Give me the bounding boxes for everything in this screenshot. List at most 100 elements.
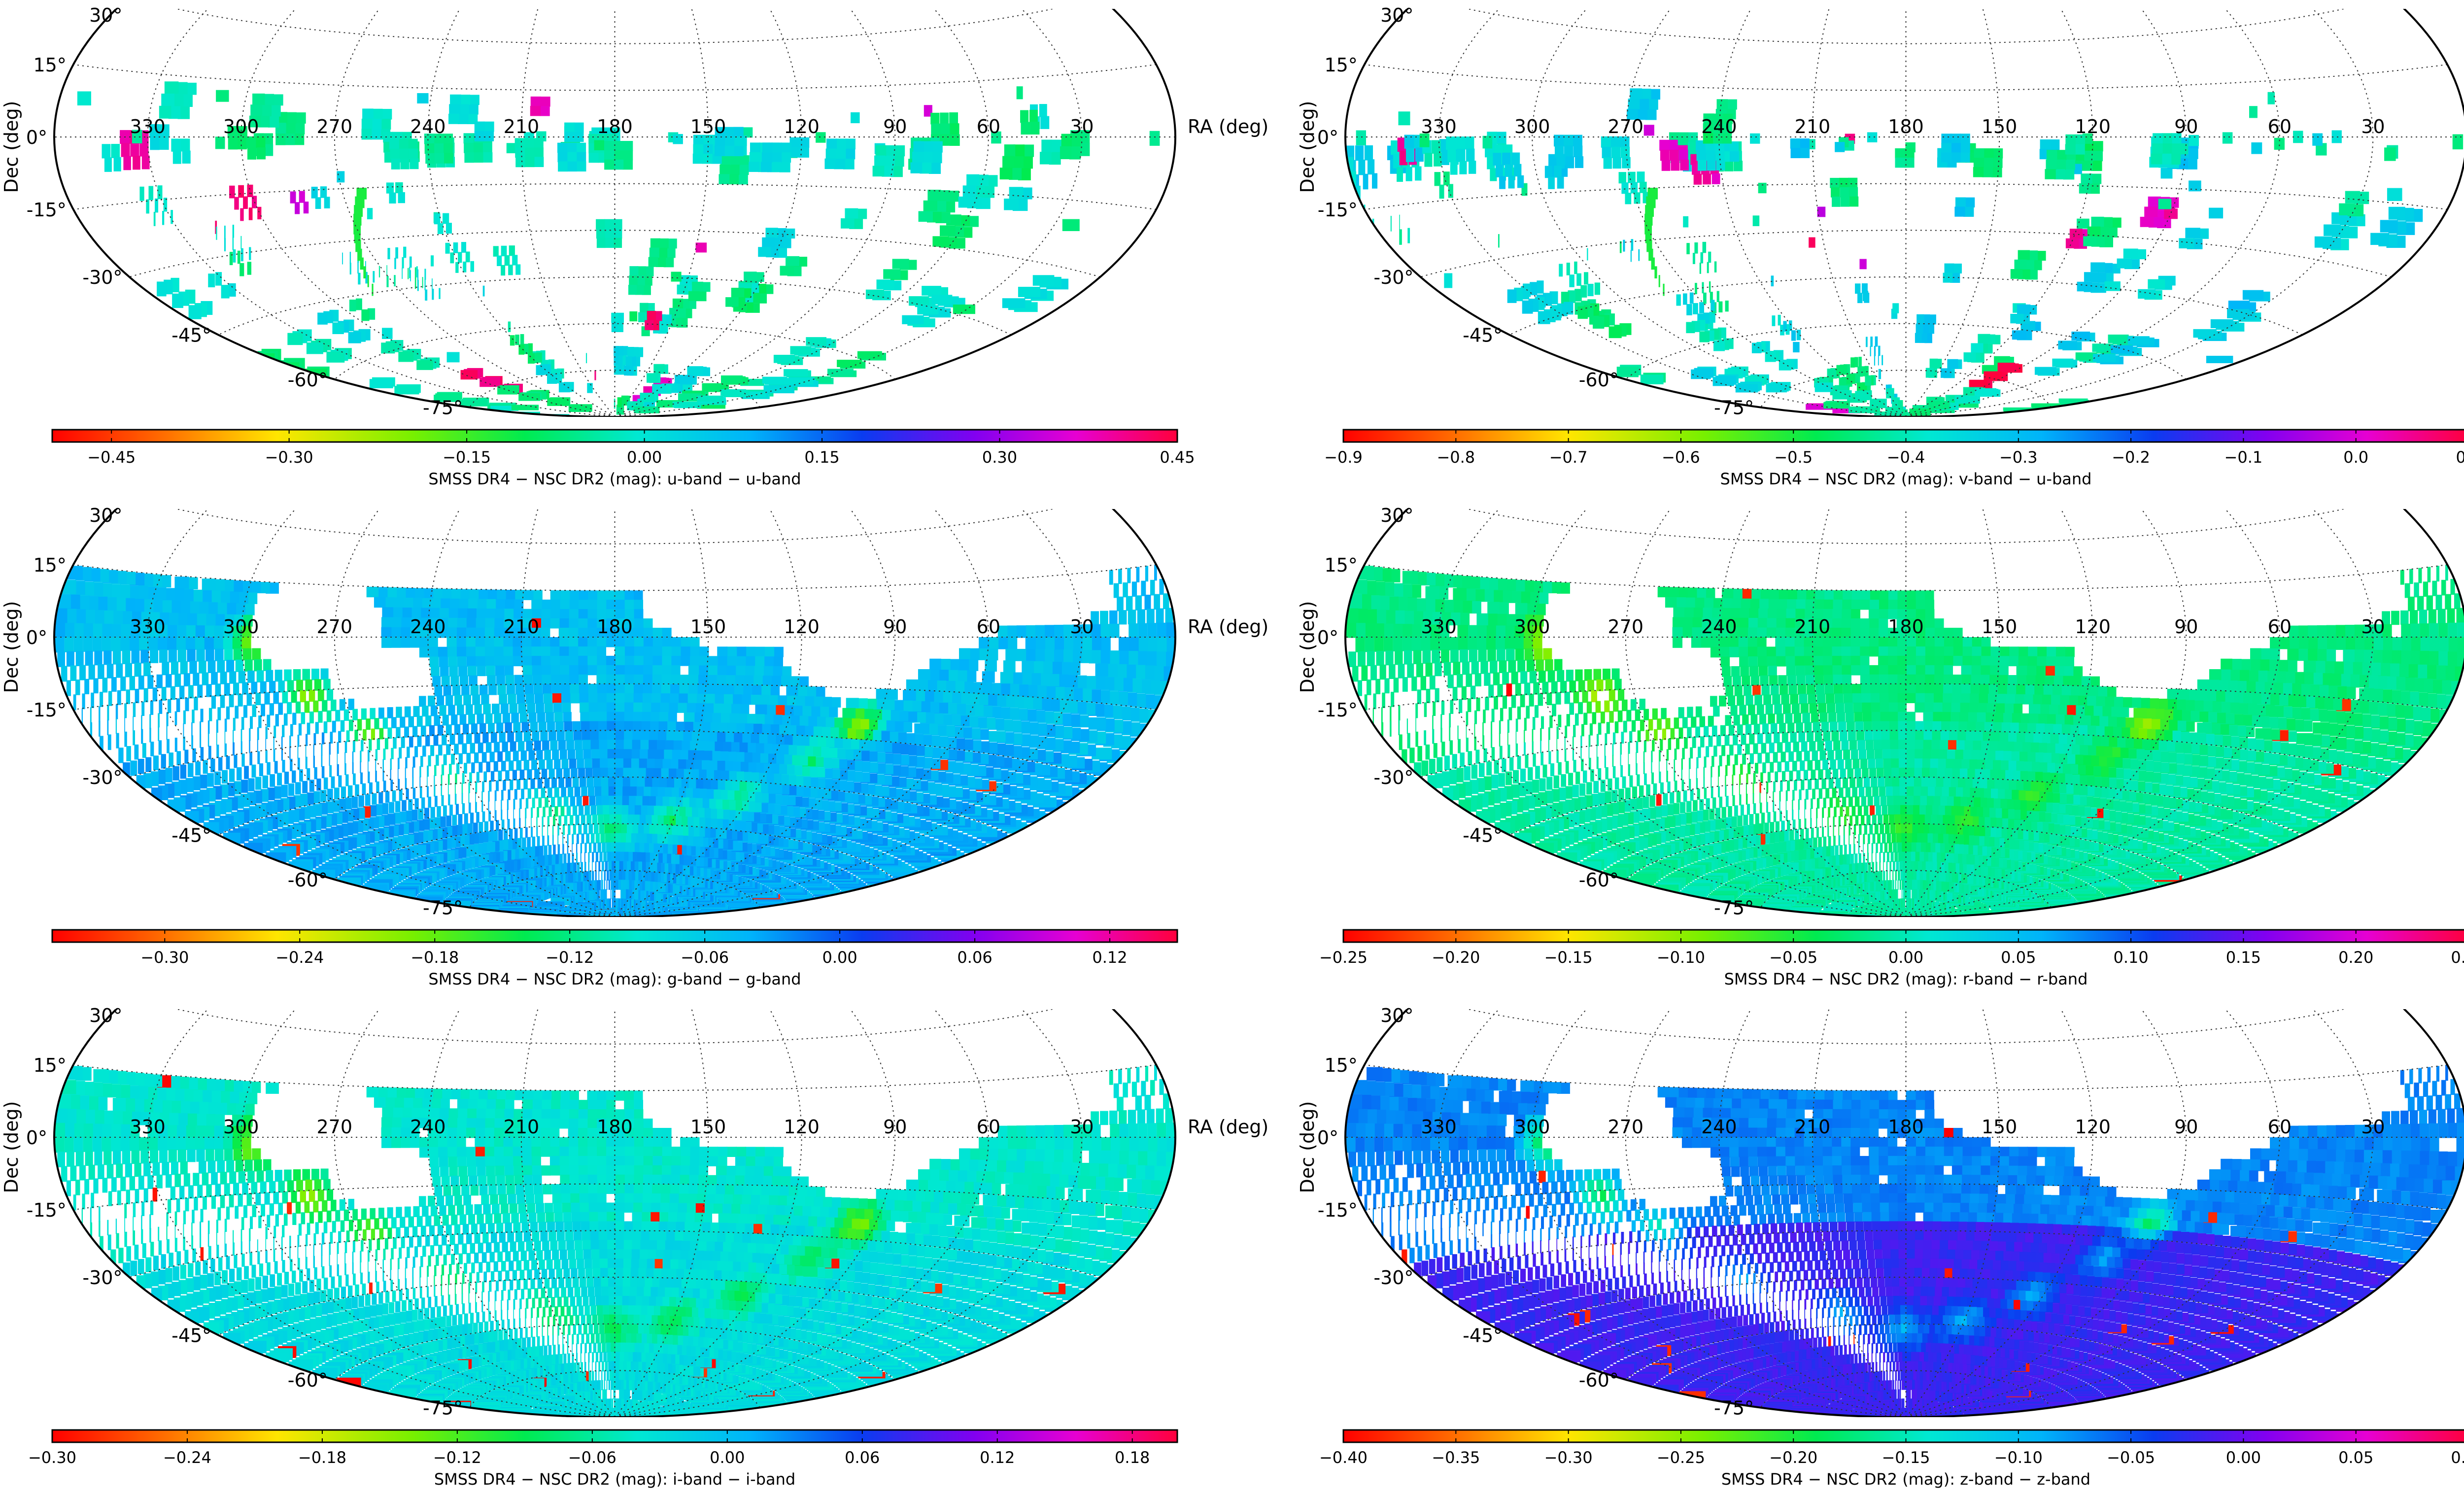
colorbar-tick-label: −0.10 bbox=[1994, 1448, 2043, 1467]
dec-tick-label: 15° bbox=[33, 1054, 66, 1076]
map-boundary bbox=[1344, 509, 2464, 917]
ra-tick-label: 270 bbox=[316, 616, 352, 638]
colorbar-tick-label: 0.10 bbox=[2113, 948, 2148, 967]
graticule bbox=[1345, 9, 2464, 417]
ra-tick-label: 330 bbox=[1421, 616, 1457, 638]
ra-tick-label: 150 bbox=[690, 116, 726, 137]
colorbar-tick-label: 0.1 bbox=[2456, 448, 2464, 467]
colorbar-tick-label: −0.8 bbox=[1437, 448, 1475, 467]
colorbar-tick-label: −0.12 bbox=[433, 1448, 481, 1467]
colorbar: −0.30 −0.24 −0.18 −0.12 −0.06 0.00 0.06 0.12 SMS… bbox=[51, 929, 1178, 988]
colorbar-label: SMSS DR4 − NSC DR2 (mag): z-band − z-ban… bbox=[1721, 1470, 2090, 1489]
ra-tick-label: 90 bbox=[883, 116, 907, 137]
ra-tick-label: 150 bbox=[1982, 116, 2018, 137]
dec-tick-label: -75° bbox=[1714, 897, 1754, 919]
colorbar-tick-label: 0.05 bbox=[2001, 948, 2036, 967]
dec-tick-label: 30° bbox=[89, 1005, 122, 1026]
ra-axis-label: RA (deg) bbox=[1188, 1116, 1268, 1138]
map-boundary bbox=[53, 9, 1176, 417]
colorbar-tick-label: −0.10 bbox=[1657, 948, 1705, 967]
ra-tick-label: 330 bbox=[1421, 116, 1457, 137]
dec-tick-label: 15° bbox=[1324, 54, 1357, 76]
dec-tick-label: -15° bbox=[1318, 699, 1358, 721]
dec-tick-label: -75° bbox=[423, 1397, 463, 1419]
colorbar-tick-label: −0.20 bbox=[1769, 1448, 1817, 1467]
ra-tick-label: 210 bbox=[504, 116, 540, 137]
colorbar-tick-label: −0.30 bbox=[28, 1448, 76, 1467]
colorbar-tick-label: 0.10 bbox=[2451, 1448, 2464, 1467]
colorbar-label: SMSS DR4 − NSC DR2 (mag): v-band − u-ban… bbox=[1720, 470, 2092, 488]
dec-tick-label: -15° bbox=[27, 699, 67, 721]
ra-tick-label: 180 bbox=[597, 116, 633, 137]
dec-tick-label: -75° bbox=[1714, 1397, 1754, 1419]
dec-tick-label: -45° bbox=[1463, 1325, 1503, 1347]
colorbar: −0.25 −0.20 −0.15 −0.10 −0.05 0.00 0.05 0.10 0.1… bbox=[1319, 929, 2464, 988]
colorbar-tick-label: 0.00 bbox=[2226, 1448, 2261, 1467]
dec-tick-label: -30° bbox=[82, 267, 122, 288]
colorbar-tick-label: −0.9 bbox=[1324, 448, 1363, 467]
ra-tick-label: 30 bbox=[1070, 116, 1094, 137]
dec-axis-label: Dec (deg) bbox=[0, 1101, 22, 1193]
colorbar: −0.40 −0.35 −0.30 −0.25 −0.20 −0.15 −0.10 −0.05… bbox=[1319, 1429, 2464, 1489]
ra-tick-label: 300 bbox=[223, 116, 259, 137]
dec-tick-label: 30° bbox=[1380, 4, 1413, 26]
dec-tick-label: -60° bbox=[1579, 369, 1619, 391]
colorbar-tick-label: −0.05 bbox=[1769, 948, 1817, 967]
colorbar-label: SMSS DR4 − NSC DR2 (mag): g-band − g-ban… bbox=[428, 970, 801, 988]
ra-tick-label: 330 bbox=[130, 116, 166, 137]
graticule bbox=[1345, 1009, 2464, 1417]
dec-tick-label: -45° bbox=[171, 1325, 211, 1347]
ra-tick-label: 30 bbox=[1070, 616, 1094, 638]
ra-tick-label: 180 bbox=[1888, 616, 1924, 638]
ra-tick-label: 90 bbox=[2174, 116, 2198, 137]
colorbar-tick-label: −0.6 bbox=[1662, 448, 1700, 467]
colorbar-tick-label: 0.15 bbox=[804, 448, 839, 467]
ra-tick-label: 90 bbox=[883, 1116, 907, 1138]
dec-tick-label: -15° bbox=[27, 1199, 67, 1221]
colorbar-tick-label: −0.7 bbox=[1549, 448, 1588, 467]
colorbar-tick-label: 0.06 bbox=[845, 1448, 880, 1467]
ra-tick-label: 120 bbox=[784, 1116, 820, 1138]
colorbar-tick-label: −0.24 bbox=[275, 948, 324, 967]
ra-tick-label: 270 bbox=[1608, 116, 1643, 137]
dec-tick-label: 0° bbox=[26, 127, 47, 148]
colorbar-tick-label: −0.30 bbox=[1544, 1448, 1593, 1467]
colorbar-tick-label: 0.00 bbox=[822, 948, 857, 967]
colorbar-tick-label: −0.18 bbox=[298, 1448, 346, 1467]
colorbar-tick-label: −0.4 bbox=[1887, 448, 1925, 467]
ra-tick-label: 240 bbox=[410, 116, 446, 137]
ra-tick-label: 90 bbox=[2174, 1116, 2198, 1138]
colorbar-tick-label: −0.15 bbox=[1544, 948, 1593, 967]
colorbar-tick-label: 0.12 bbox=[1092, 948, 1127, 967]
dec-tick-label: -45° bbox=[1463, 325, 1503, 346]
ra-tick-label: 300 bbox=[1514, 616, 1550, 638]
dec-tick-label: -30° bbox=[1373, 1267, 1413, 1289]
heatmap-cells bbox=[54, 1064, 1175, 1417]
colorbar-tick-label: −0.30 bbox=[140, 948, 189, 967]
ra-tick-label: 240 bbox=[410, 1116, 446, 1138]
colorbar-tick-label: −0.25 bbox=[1657, 1448, 1705, 1467]
ra-tick-label: 240 bbox=[1701, 616, 1737, 638]
ra-tick-label: 150 bbox=[1982, 1116, 2018, 1138]
sky-map-panel-5: 330 300 270 240 210 180 150 120 90 60 30 RA (deg) 30… bbox=[0, 1005, 1268, 1489]
dec-tick-label: -15° bbox=[27, 199, 67, 221]
dec-tick-label: 0° bbox=[26, 1127, 47, 1149]
heatmap-cells bbox=[54, 564, 1175, 917]
colorbar-tick-label: −0.06 bbox=[681, 948, 729, 967]
dec-axis-label: Dec (deg) bbox=[1297, 601, 1318, 693]
ra-tick-label: 30 bbox=[2361, 1116, 2385, 1138]
sky-map-panel-3: 330 300 270 240 210 180 150 120 90 60 30 RA (deg) 30… bbox=[0, 505, 1268, 988]
ra-tick-label: 150 bbox=[690, 616, 726, 638]
ra-tick-label: 240 bbox=[1701, 116, 1737, 137]
ra-tick-label: 270 bbox=[316, 1116, 352, 1138]
dec-tick-label: -45° bbox=[1463, 825, 1503, 847]
colorbar-tick-label: −0.45 bbox=[87, 448, 136, 467]
ra-tick-label: 300 bbox=[1514, 1116, 1550, 1138]
dec-axis-label: Dec (deg) bbox=[1297, 101, 1318, 193]
dec-tick-label: 15° bbox=[1324, 554, 1357, 576]
ra-tick-label: 120 bbox=[2075, 616, 2111, 638]
colorbar-tick-label: −0.25 bbox=[1319, 948, 1368, 967]
ra-tick-label: 60 bbox=[2268, 1116, 2292, 1138]
dec-axis-label: Dec (deg) bbox=[0, 101, 22, 193]
